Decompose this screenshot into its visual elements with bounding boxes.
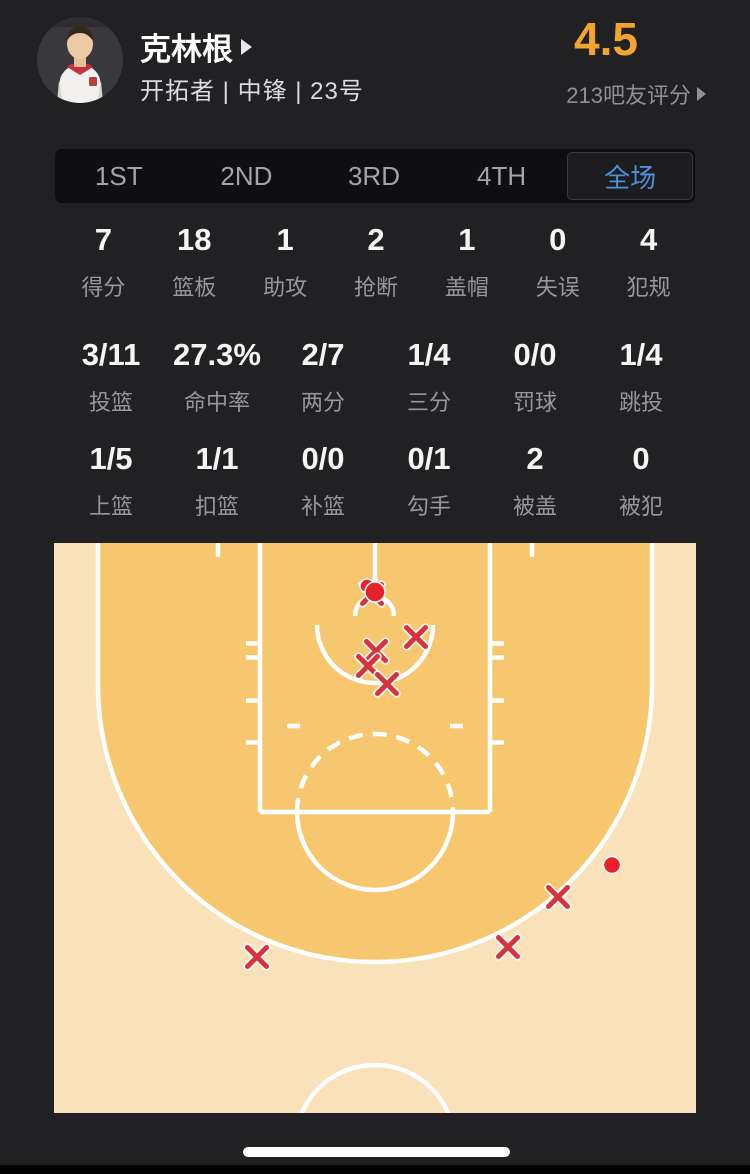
stat-label: 跳投	[618, 390, 663, 415]
stat-cell: 0/0 罚球	[482, 337, 588, 417]
stat-cell: 0 被犯	[588, 441, 694, 521]
stat-label: 助攻	[263, 275, 308, 300]
missed-shot-marker	[544, 883, 572, 911]
stat-value: 1	[276, 222, 294, 257]
stat-cell: 18 篮板	[149, 222, 240, 302]
missed-shot-marker	[494, 933, 522, 961]
made-shot-marker	[364, 581, 386, 603]
stat-label: 被盖	[512, 494, 557, 519]
stat-value: 1/5	[89, 441, 133, 476]
stat-label: 上篮	[88, 494, 133, 519]
half-court-circle	[299, 1062, 451, 1113]
player-avatar[interactable]	[37, 17, 123, 103]
stat-value: 4	[639, 222, 658, 257]
stat-row-shooting: 3/11 投篮 27.3% 命中率 2/7 两分 1/4 三分 0/0 罚球 1/4 跳投	[58, 337, 694, 417]
stat-row-basic: 7 得分 18 篮板 1 助攻 2 抢断 1 盖帽 0 失误 4 犯规	[58, 222, 694, 302]
stat-cell: 0/1 勾手	[376, 441, 482, 521]
stat-label: 投篮	[88, 390, 133, 415]
shot-chart-court	[54, 543, 696, 1113]
missed-shot-marker	[243, 943, 271, 971]
tab-3rd[interactable]: 3RD	[347, 160, 400, 191]
stat-value: 2	[526, 441, 544, 476]
stat-value: 1/4	[407, 337, 451, 372]
stat-label: 命中率	[183, 390, 250, 415]
stat-value: 3/11	[81, 337, 141, 372]
stat-label: 罚球	[512, 390, 557, 415]
stat-cell: 3/11 投篮	[58, 337, 164, 417]
stat-value: 0/0	[301, 441, 345, 476]
stat-value: 18	[177, 222, 212, 257]
stat-cell: 1 助攻	[240, 222, 331, 302]
ft-circle-solid-half	[294, 811, 456, 893]
tab-4th[interactable]: 4TH	[477, 160, 527, 191]
missed-shot-marker	[373, 670, 401, 698]
fan-rating-link[interactable]: 213吧友评分	[566, 78, 706, 110]
stat-cell: 4 犯规	[603, 222, 694, 302]
halfcourt-svg	[54, 543, 696, 1113]
stat-label: 扣篮	[194, 494, 239, 519]
tab-2nd[interactable]: 2ND	[220, 160, 273, 191]
stat-label: 得分	[81, 275, 126, 300]
three-point-line	[95, 543, 655, 965]
stat-label: 被犯	[618, 494, 663, 519]
stat-value: 1/4	[619, 337, 663, 372]
stat-cell: 0 失误	[512, 222, 603, 302]
shot-markers	[243, 578, 622, 971]
player-photo	[37, 17, 123, 103]
stat-value: 0/0	[513, 337, 557, 372]
stat-value: 27.3%	[173, 337, 261, 372]
stat-label: 失误	[535, 275, 580, 300]
stat-label: 犯规	[626, 275, 671, 300]
player-name-text: 克林根	[140, 32, 233, 67]
court-inside-arc	[98, 543, 652, 962]
stat-row-shot-types: 1/5 上篮 1/1 扣篮 0/0 补篮 0/1 勾手 2 被盖 0 被犯	[58, 441, 694, 521]
stat-cell: 27.3% 命中率	[164, 337, 270, 417]
stat-label: 盖帽	[444, 275, 489, 300]
stat-value: 7	[94, 222, 113, 257]
stat-label: 补篮	[300, 494, 345, 519]
stat-value: 0	[549, 222, 567, 257]
stat-value: 1	[458, 222, 476, 257]
ft-circle-dashed-half	[294, 731, 456, 813]
stat-value: 0/1	[407, 441, 451, 476]
stat-label: 篮板	[172, 275, 217, 300]
missed-shot-marker	[402, 623, 430, 651]
rating-block: 4.5	[506, 12, 706, 66]
stat-cell: 1/4 三分	[376, 337, 482, 417]
quarter-tabbar: 1ST 2ND 3RD 4TH 全场	[55, 149, 695, 203]
home-indicator-bar[interactable]	[243, 1147, 510, 1157]
stat-cell: 2 抢断	[331, 222, 422, 302]
stat-value: 1/1	[195, 441, 239, 476]
stat-cell: 0/0 补篮	[270, 441, 376, 521]
rating-arrow-icon	[697, 87, 706, 101]
stat-cell: 2 被盖	[482, 441, 588, 521]
stat-label: 两分	[300, 390, 345, 415]
stat-value: 2	[367, 222, 385, 257]
bottom-strip	[0, 1165, 750, 1174]
stat-cell: 1/5 上篮	[58, 441, 164, 521]
expand-arrow-icon	[241, 38, 252, 55]
stat-cell: 2/7 两分	[270, 337, 376, 417]
stat-cell: 1/4 跳投	[588, 337, 694, 417]
stat-value: 2/7	[301, 337, 345, 372]
stat-cell: 7 得分	[58, 222, 149, 302]
stat-value: 0	[632, 441, 650, 476]
rating-score: 4.5	[574, 13, 638, 65]
stat-cell: 1/1 扣篮	[164, 441, 270, 521]
fan-rating-text: 213吧友评分	[566, 83, 691, 108]
tab-1st[interactable]: 1ST	[94, 160, 143, 191]
missed-shot-marker	[362, 637, 390, 665]
made-shot-marker	[602, 855, 622, 875]
stat-label: 抢断	[354, 275, 399, 300]
stat-label: 勾手	[406, 494, 451, 519]
player-team-position: 开拓者 | 中锋 | 23号	[140, 78, 364, 105]
tab-全场[interactable]: 全场	[567, 152, 693, 200]
player-name[interactable]: 克林根	[140, 24, 252, 69]
stat-label: 三分	[406, 390, 451, 415]
lane-hash-marks	[246, 641, 504, 745]
stat-cell: 1 盖帽	[421, 222, 512, 302]
